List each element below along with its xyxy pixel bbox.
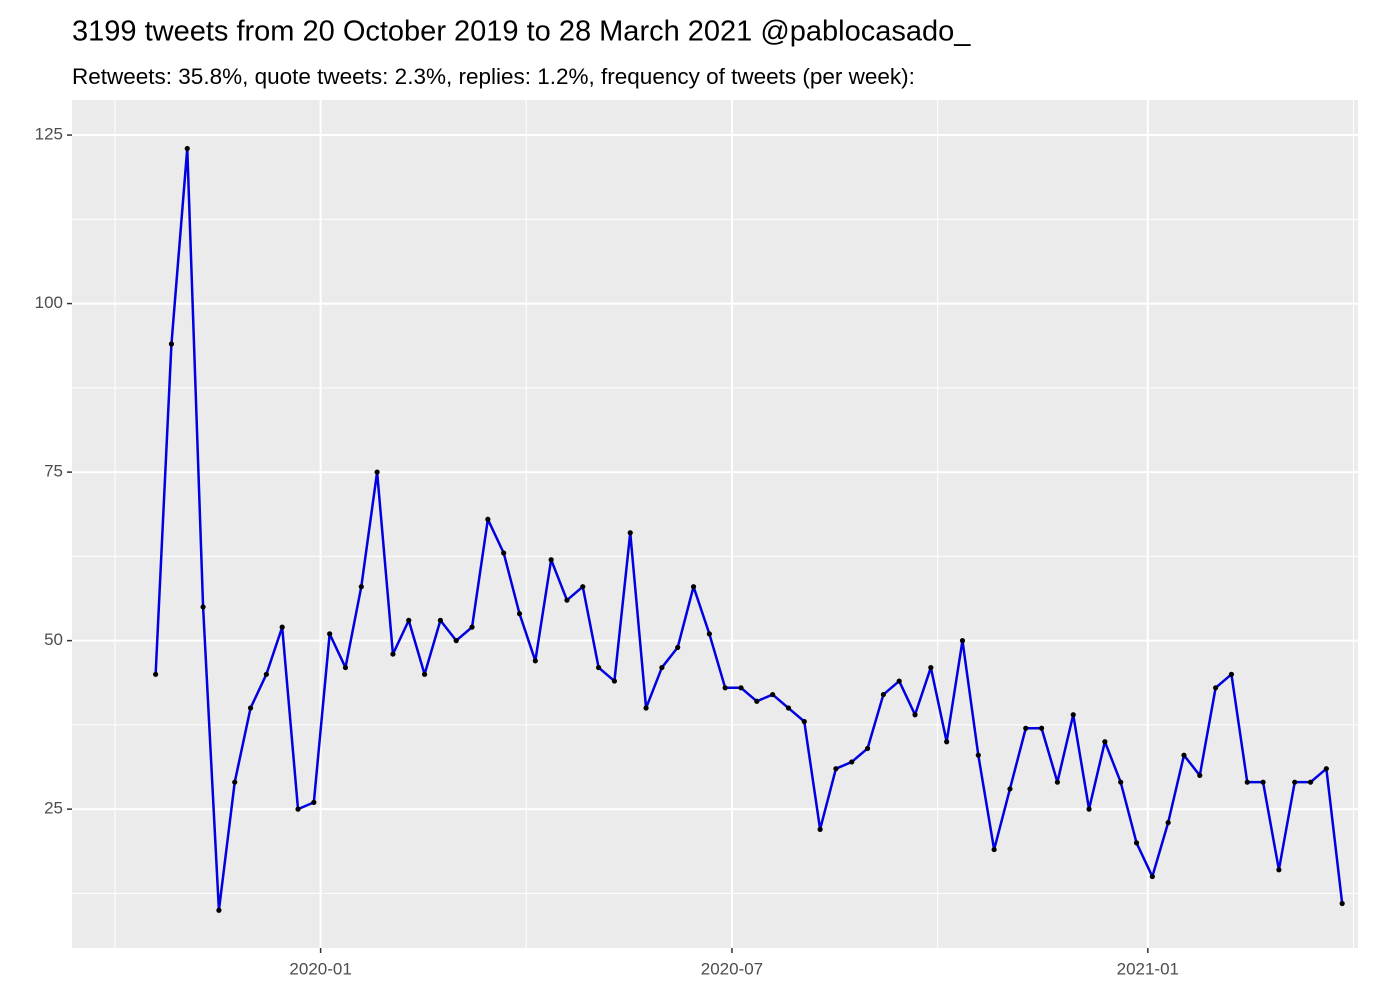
data-point xyxy=(833,766,839,772)
chart-title: 3199 tweets from 20 October 2019 to 28 M… xyxy=(72,16,971,48)
data-point xyxy=(200,604,206,610)
data-point xyxy=(516,611,523,617)
data-point xyxy=(801,718,807,725)
data-point xyxy=(247,705,254,711)
y-tick-label: 25 xyxy=(44,799,63,818)
data-point xyxy=(580,584,586,590)
data-point xyxy=(1197,772,1203,779)
y-tick-label: 75 xyxy=(44,462,63,481)
data-point xyxy=(1307,779,1314,785)
panel xyxy=(72,100,1358,948)
data-point xyxy=(1054,779,1061,785)
data-point xyxy=(327,631,333,637)
data-point xyxy=(880,691,886,698)
data-point xyxy=(1181,752,1187,758)
data-point xyxy=(485,516,491,522)
data-line xyxy=(154,147,1344,912)
data-point xyxy=(864,745,871,752)
data-point xyxy=(548,557,554,563)
data-point xyxy=(659,664,665,671)
data-point xyxy=(216,907,222,913)
data-point xyxy=(912,712,918,718)
data-point xyxy=(421,671,428,677)
data-point xyxy=(532,658,538,664)
data-point xyxy=(1102,739,1108,745)
data-point xyxy=(1007,786,1013,792)
x-tick-label: 2020-01 xyxy=(289,959,351,978)
data-point xyxy=(1339,900,1345,907)
data-point xyxy=(817,826,823,832)
data-point xyxy=(453,638,459,644)
data-point xyxy=(596,664,602,671)
y-tick-label: 125 xyxy=(35,125,63,144)
y-tick-label: 50 xyxy=(44,630,63,649)
data-point xyxy=(564,597,570,603)
data-point xyxy=(690,584,697,590)
data-point xyxy=(722,685,728,691)
data-point xyxy=(342,664,349,671)
data-point xyxy=(184,145,190,152)
data-point xyxy=(738,685,744,691)
data-point xyxy=(1228,671,1235,677)
data-point xyxy=(1244,779,1250,785)
data-point xyxy=(675,644,681,650)
data-point xyxy=(770,691,776,698)
data-point xyxy=(1038,725,1045,731)
data-point xyxy=(390,651,396,657)
data-point xyxy=(406,617,412,623)
data-point xyxy=(295,806,301,812)
data-point xyxy=(643,705,649,711)
data-point xyxy=(168,341,175,347)
data-point xyxy=(1070,712,1076,718)
data-point xyxy=(627,530,633,536)
data-point xyxy=(374,469,380,475)
data-point xyxy=(1118,779,1124,785)
data-point xyxy=(1133,840,1140,846)
data-point xyxy=(944,739,950,745)
data-point xyxy=(785,705,792,711)
data-point xyxy=(469,624,475,630)
data-point xyxy=(1165,820,1171,826)
data-point xyxy=(928,664,934,671)
x-tick-label: 2020-07 xyxy=(701,959,763,978)
data-point xyxy=(437,617,443,623)
data-point xyxy=(311,799,317,805)
data-point xyxy=(1023,725,1029,731)
data-point xyxy=(611,678,618,684)
data-point xyxy=(279,624,285,630)
data-point xyxy=(991,846,997,853)
y-tick-label: 100 xyxy=(35,293,63,312)
data-point xyxy=(1292,779,1298,785)
data-point xyxy=(1149,873,1155,880)
data-point xyxy=(975,752,981,758)
data-point xyxy=(153,671,159,677)
data-point xyxy=(1323,766,1329,772)
data-point xyxy=(959,638,966,644)
data-point xyxy=(501,550,507,556)
data-point xyxy=(263,671,269,677)
data-point xyxy=(849,759,855,765)
data-point xyxy=(1260,779,1266,785)
data-point xyxy=(754,698,760,704)
data-point xyxy=(706,631,712,637)
x-tick-label: 2021-01 xyxy=(1117,959,1179,978)
data-point xyxy=(1086,806,1092,812)
data-point xyxy=(896,678,902,684)
data-point xyxy=(1213,685,1219,691)
chart-subtitle: Retweets: 35.8%, quote tweets: 2.3%, rep… xyxy=(72,64,915,89)
data-point xyxy=(232,779,238,785)
data-point xyxy=(1276,867,1282,873)
data-point xyxy=(358,584,364,590)
